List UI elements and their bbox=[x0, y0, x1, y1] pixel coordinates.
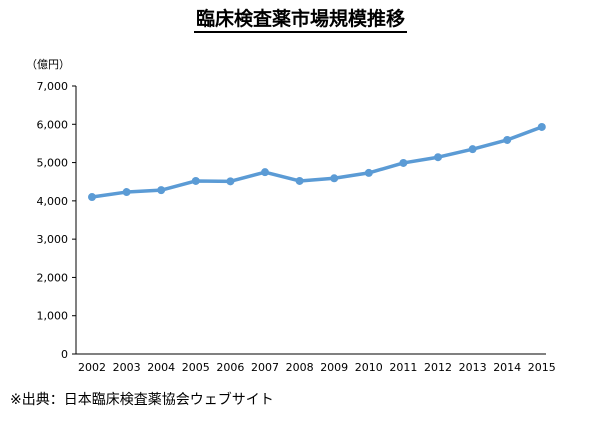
data-point bbox=[88, 193, 96, 202]
y-tick-label: 3,000 bbox=[37, 233, 69, 246]
data-point bbox=[364, 168, 373, 177]
x-tick-label: 2011 bbox=[389, 361, 417, 374]
y-tick-label: 4,000 bbox=[37, 195, 69, 208]
data-point bbox=[399, 158, 408, 167]
x-axis: 2002 2003 2004 2005 2006 2007 2008 2009 2010 2011… bbox=[76, 353, 556, 374]
data-point bbox=[537, 122, 546, 131]
y-tick-label: 0 bbox=[61, 348, 68, 361]
data-point bbox=[330, 174, 339, 183]
x-tick-label: 2006 bbox=[216, 361, 244, 374]
data-point bbox=[122, 188, 131, 197]
x-tick-label: 2004 bbox=[147, 361, 175, 374]
data-point bbox=[157, 186, 166, 195]
y-tick-label: 5,000 bbox=[37, 157, 69, 170]
data-point bbox=[261, 168, 269, 177]
chart-title: 臨床検査薬市場規模推移 bbox=[0, 6, 601, 33]
series-layer bbox=[88, 122, 546, 202]
y-tick-label: 6,000 bbox=[37, 118, 69, 131]
x-tick-label: 2007 bbox=[251, 361, 279, 374]
y-tick-label: 2,000 bbox=[37, 271, 69, 284]
x-tick-label: 2003 bbox=[113, 361, 141, 374]
x-tick-label: 2010 bbox=[355, 361, 383, 374]
data-point bbox=[468, 145, 477, 154]
source-note: ※出典：日本臨床検査薬協会ウェブサイト bbox=[10, 392, 274, 408]
y-axis-unit-label: （億円） bbox=[26, 58, 70, 71]
x-tick-label: 2014 bbox=[493, 361, 521, 374]
y-axis: 0 1,000 2,000 3,000 4,000 5,000 6,000 7,000 bbox=[37, 80, 77, 361]
chart-title-text: 臨床検査薬市場規模推移 bbox=[193, 8, 407, 33]
data-point bbox=[503, 135, 512, 144]
y-tick-label: 7,000 bbox=[37, 80, 69, 93]
x-tick-label: 2015 bbox=[528, 361, 556, 374]
x-tick-label: 2005 bbox=[182, 361, 210, 374]
y-tick-label: 1,000 bbox=[37, 310, 69, 323]
data-point bbox=[191, 176, 200, 185]
x-tick-label: 2008 bbox=[286, 361, 314, 374]
data-point bbox=[434, 153, 442, 162]
x-tick-label: 2002 bbox=[78, 361, 106, 374]
data-point bbox=[295, 176, 304, 185]
x-tick-label: 2012 bbox=[424, 361, 452, 374]
data-point bbox=[226, 177, 235, 186]
x-tick-label: 2013 bbox=[459, 361, 487, 374]
series-line bbox=[90, 125, 544, 199]
x-tick-label: 2009 bbox=[320, 361, 348, 374]
